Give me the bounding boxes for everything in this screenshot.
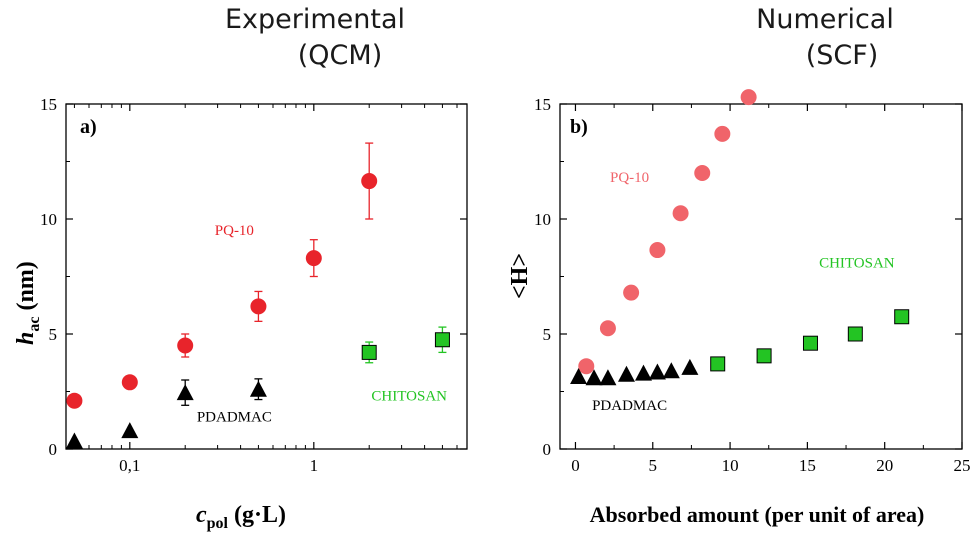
panel-b-xtick-label: 5	[649, 456, 658, 475]
panel-a-ytick-label: 15	[40, 95, 57, 114]
panel-a-pq-10-label: PQ-10	[215, 223, 254, 239]
panel-a-chitosan-point	[361, 344, 377, 360]
panel-b-pq-10-point	[740, 89, 757, 106]
panel-a-xtick-label: 0,1	[119, 456, 140, 475]
panel-a-pq-10-point	[121, 374, 138, 391]
panel-a-ylabel: hac (nm)	[13, 261, 43, 345]
panel-a-pq-10-point	[361, 173, 378, 190]
panel-b-xlabel: Absorbed amount (per unit of area)	[590, 502, 925, 527]
panel-a-ytick-label: 10	[40, 210, 57, 229]
panel-a-xlabel-sub: pol	[207, 515, 229, 532]
panel-b-pdadmac-label: PDADMAC	[592, 398, 667, 414]
panel-a-xtick-label: 1	[310, 456, 319, 475]
header-left-line2: (QCM)	[298, 40, 382, 71]
panel-b-ytick-label: 15	[534, 95, 551, 114]
panel-b-pq-10-point	[599, 320, 616, 337]
panel-b-pdadmac-point	[585, 369, 603, 386]
panel-b-pdadmac-point	[648, 363, 666, 380]
panel-a-chitosan-label: CHITOSAN	[371, 389, 447, 405]
panel-b-chitosan-point	[756, 348, 772, 364]
panel-b-chitosan-point	[802, 335, 818, 351]
panel-b-xtick-label: 0	[571, 456, 580, 475]
panel-a-xlabel: cpol (g·L)	[196, 502, 286, 532]
panel-a-ylabel-main: h	[13, 332, 39, 345]
panel-b-pq-10-point	[623, 284, 640, 301]
panel-a: 0 5 10 15 0,1 1 PQ-10 PDADMAC CHITOSAN a) cpol …	[13, 95, 468, 532]
panel-a-xlabel-main: c	[196, 502, 207, 528]
panel-a-pq-10-point	[250, 298, 267, 315]
panel-b-pq-10-point	[578, 358, 595, 375]
panel-b-pq-10-point	[672, 205, 689, 222]
panel-b: 0 5 10 15 0 5 10 15 20 25 PQ-10 PDADMAC CHITOSAN b)…	[507, 89, 971, 527]
panel-b-xtick-label: 10	[722, 456, 739, 475]
panel-b-pdadmac-point	[599, 369, 617, 386]
panel-a-pq-10-point	[66, 392, 83, 409]
panel-b-ytick-label: 5	[543, 325, 552, 344]
panel-b-pdadmac-point	[681, 358, 699, 375]
panel-b-pq-10-point	[694, 165, 711, 181]
panel-b-pdadmac-point	[570, 368, 588, 385]
panel-b-xtick-label: 25	[954, 456, 971, 475]
panel-b-pdadmac-point	[634, 364, 652, 381]
header-right-line2: (SCF)	[806, 40, 879, 71]
header-right-line1: Numerical	[756, 4, 894, 35]
panel-b-ylabel: <H>	[507, 253, 533, 299]
panel-b-chitosan-point	[847, 326, 863, 342]
panel-b-xtick-label: 20	[876, 456, 893, 475]
panel-b-pdadmac-point	[662, 362, 680, 379]
panel-a-ylabel-sub: ac	[26, 317, 43, 332]
panel-b-pq-10-label: PQ-10	[610, 170, 649, 186]
panel-a-pdadmac-point	[121, 422, 139, 439]
panel-b-pq-10-point	[714, 125, 731, 142]
panel-b-pdadmac-point	[617, 365, 635, 382]
panel-b-pq-10-point	[649, 242, 666, 259]
panel-b-xtick-label: 15	[799, 456, 816, 475]
panel-a-ytick-label: 5	[49, 325, 58, 344]
header-left-line1: Experimental	[225, 4, 405, 35]
panel-a-pdadmac-point	[176, 384, 194, 401]
panel-b-ytick-label: 10	[534, 210, 551, 229]
panel-a-xlabel-rest: (g·L)	[228, 502, 286, 528]
panel-a-ytick-label: 0	[49, 440, 58, 459]
panel-a-pq-10-point	[177, 337, 194, 354]
panel-a-ylabel-rest: (nm)	[13, 261, 39, 316]
panel-a-label: a)	[80, 116, 97, 138]
panel-b-label: b)	[570, 116, 588, 138]
panel-a-chitosan-point	[434, 332, 450, 348]
panel-a-pdadmac-point	[65, 432, 83, 449]
panel-a-pdadmac-label: PDADMAC	[197, 409, 272, 425]
panel-a-pq-10-point	[305, 250, 322, 267]
panel-b-chitosan-label: CHITOSAN	[819, 255, 895, 271]
panel-b-chitosan-point	[894, 309, 910, 325]
panel-b-chitosan-point	[710, 356, 726, 372]
panel-b-ytick-label: 0	[543, 440, 552, 459]
panel-a-pdadmac-point	[249, 380, 267, 397]
